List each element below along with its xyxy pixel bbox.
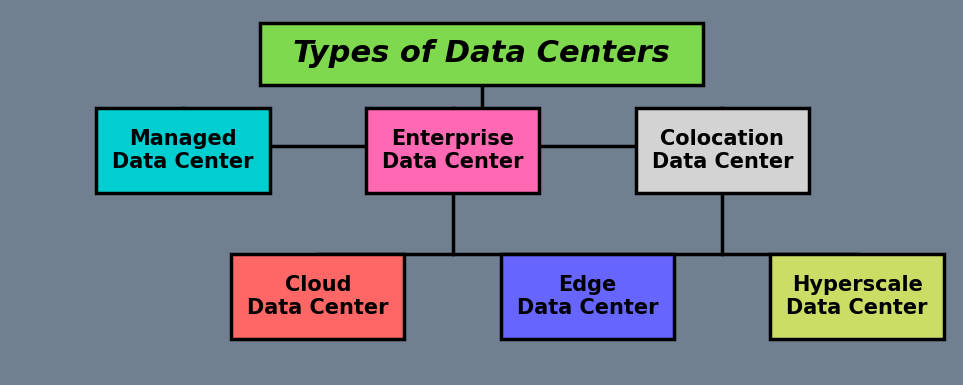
FancyBboxPatch shape <box>636 108 809 192</box>
Text: Hyperscale
Data Center: Hyperscale Data Center <box>787 275 927 318</box>
FancyBboxPatch shape <box>231 254 404 339</box>
FancyBboxPatch shape <box>366 108 539 192</box>
Text: Enterprise
Data Center: Enterprise Data Center <box>382 129 523 172</box>
Text: Colocation
Data Center: Colocation Data Center <box>652 129 793 172</box>
FancyBboxPatch shape <box>501 254 674 339</box>
FancyBboxPatch shape <box>260 23 703 85</box>
Text: Types of Data Centers: Types of Data Centers <box>293 39 670 69</box>
Text: Edge
Data Center: Edge Data Center <box>517 275 658 318</box>
FancyBboxPatch shape <box>770 254 944 339</box>
FancyBboxPatch shape <box>96 108 270 192</box>
Text: Managed
Data Center: Managed Data Center <box>113 129 253 172</box>
Text: Cloud
Data Center: Cloud Data Center <box>247 275 388 318</box>
